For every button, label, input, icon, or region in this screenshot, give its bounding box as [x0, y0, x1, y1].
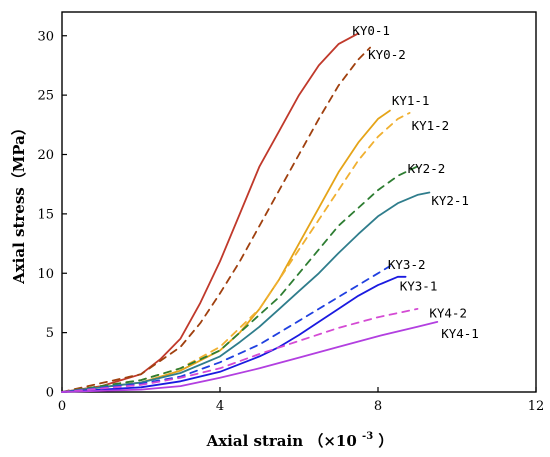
series-label-ky2-1: KY2-1: [431, 193, 469, 208]
series-line-ky3-2: [61, 265, 391, 393]
x-tick-label: 4: [216, 399, 224, 414]
series-label-ky1-1: KY1-1: [392, 93, 430, 108]
series-label-ky2-2: KY2-2: [408, 161, 446, 176]
series-label-ky3-1: KY3-1: [400, 278, 438, 293]
series-line-ky4-2: [61, 307, 419, 393]
y-tick-label: 20: [37, 148, 54, 163]
series-line-ky2-1: [61, 191, 431, 393]
series-line-ky3-1: [61, 275, 407, 393]
y-tick-label: 5: [46, 326, 54, 341]
y-axis-title: Axial stress（MPa）: [10, 120, 28, 285]
axis-ticks: 0 4 8 12 0 5 10 15 20 25 30: [37, 29, 544, 414]
series-line-ky0-1: [61, 32, 360, 393]
series-label-ky4-2: KY4-2: [429, 306, 467, 321]
series-label-ky0-2: KY0-2: [368, 47, 406, 62]
y-tick-label: 10: [37, 267, 54, 282]
series-labels: KY0-1 KY0-2 KY1-1 KY1-2 KY2-2 KY2-1 KY3-2 KY3-1…: [352, 23, 479, 341]
series-label-ky0-1: KY0-1: [352, 23, 390, 38]
series-line-ky2-2: [61, 165, 419, 393]
x-tick-label: 12: [528, 399, 545, 414]
x-axis-title-text: Axial strain: [206, 432, 304, 450]
x-axis-title-unit: （×10: [308, 432, 356, 450]
series-label-ky3-2: KY3-2: [388, 257, 426, 272]
x-tick-label: 8: [374, 399, 382, 414]
series-line-ky4-1: [61, 320, 439, 393]
series-line-ky1-1: [61, 109, 391, 393]
y-tick-label: 15: [37, 207, 54, 222]
series-line-ky1-2: [61, 112, 411, 393]
x-axis-title-exp: -3: [362, 431, 373, 442]
y-tick-label: 30: [37, 29, 54, 44]
series-label-ky1-2: KY1-2: [412, 118, 450, 133]
series-label-ky4-1: KY4-1: [441, 326, 479, 341]
series-line-ky0-2: [61, 46, 372, 393]
x-tick-label: 0: [58, 399, 66, 414]
plot-frame: [61, 11, 537, 393]
y-tick-label: 25: [37, 89, 54, 104]
y-tick-label: 0: [46, 386, 54, 401]
series-lines: [61, 32, 439, 393]
x-axis-title-close: ）: [378, 432, 393, 450]
x-axis-title: Axial strain （×10 -3 ）: [206, 425, 394, 450]
